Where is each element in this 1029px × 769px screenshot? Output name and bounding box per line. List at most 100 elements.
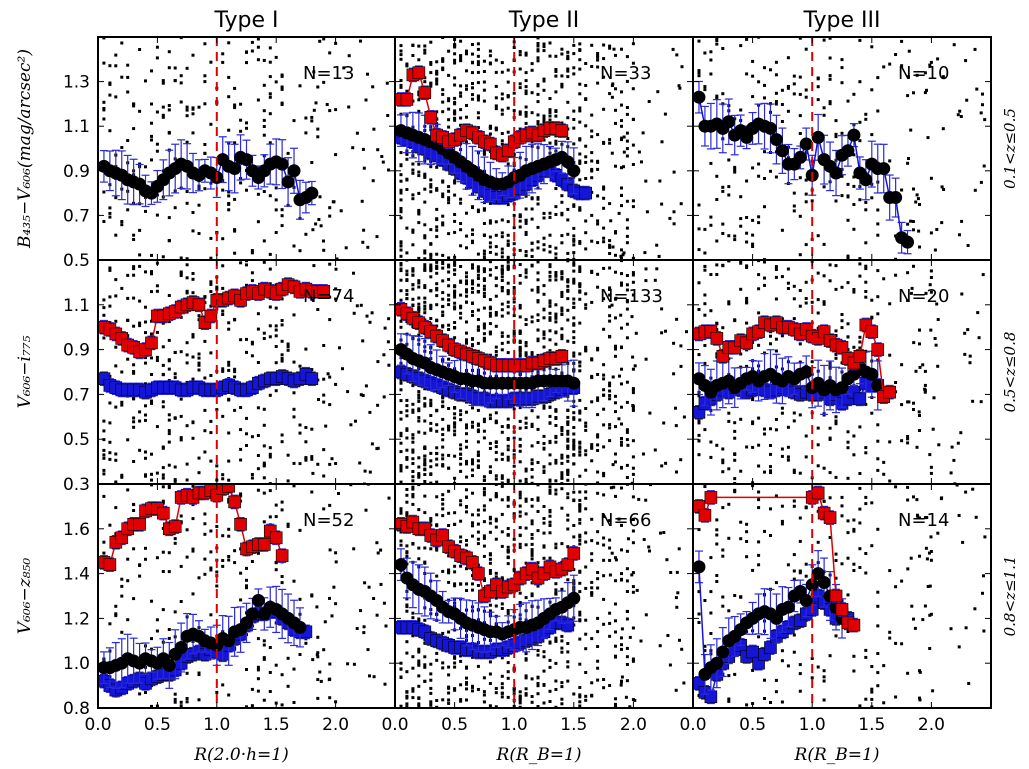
scatter-point	[292, 667, 296, 671]
scatter-point	[530, 248, 534, 252]
scatter-point	[548, 658, 552, 662]
scatter-point	[774, 349, 778, 353]
scatter-point	[596, 167, 600, 171]
scatter-point	[524, 353, 528, 357]
scatter-point	[476, 513, 480, 517]
scatter-point	[620, 466, 623, 470]
scatter-point	[500, 498, 504, 502]
scatter-point	[590, 374, 594, 378]
scatter-point	[530, 504, 534, 508]
scatter-point	[554, 488, 558, 492]
scatter-point	[727, 158, 731, 162]
scatter-point	[554, 639, 558, 643]
scatter-point	[453, 83, 457, 87]
scatter-point	[631, 293, 635, 297]
scatter-point	[566, 415, 570, 419]
scatter-point	[625, 322, 629, 326]
scatter-point	[530, 320, 534, 324]
scatter-point	[524, 230, 528, 234]
scatter-point	[763, 697, 766, 700]
scatter-point	[411, 470, 415, 473]
scatter-point	[653, 278, 657, 282]
scatter-point	[931, 427, 935, 431]
scatter-point	[959, 431, 963, 435]
scatter-point	[482, 417, 486, 421]
scatter-point	[804, 455, 808, 459]
scatter-point	[500, 481, 504, 484]
scatter-point	[840, 194, 844, 198]
scatter-point	[554, 591, 558, 595]
scatter-point	[417, 508, 421, 512]
scatter-point	[268, 112, 272, 116]
scatter-point	[822, 274, 826, 278]
scatter-point	[488, 298, 492, 302]
scatter-point	[596, 443, 600, 447]
scatter-point	[834, 419, 838, 423]
scatter-point	[108, 93, 112, 97]
scatter-point	[584, 647, 588, 651]
scatter-point	[677, 84, 681, 88]
scatter-point	[482, 544, 486, 548]
scatter-point	[906, 441, 910, 445]
scatter-point	[828, 56, 832, 60]
scatter-point	[482, 490, 486, 494]
scatter-point	[429, 547, 433, 551]
scatter-point	[542, 465, 546, 469]
scatter-point	[417, 221, 421, 225]
scatter-point	[114, 196, 118, 200]
scatter-point	[435, 523, 439, 527]
scatter-point	[612, 47, 616, 51]
scatter-point	[318, 39, 322, 43]
scatter-point	[286, 479, 290, 483]
scatter-point	[411, 479, 415, 483]
scatter-point	[482, 80, 486, 84]
scatter-point	[924, 546, 928, 550]
scatter-point	[614, 558, 618, 562]
scatter-point	[465, 320, 468, 324]
scatter-point	[114, 506, 118, 510]
scatter-point	[518, 53, 522, 57]
scatter-point	[630, 573, 634, 577]
scatter-point	[733, 672, 737, 676]
scatter-point	[810, 199, 814, 203]
scatter-point	[918, 516, 921, 520]
scatter-point	[494, 245, 498, 249]
scatter-point	[566, 650, 570, 654]
scatter-point	[633, 364, 637, 368]
scatter-point	[542, 248, 546, 252]
scatter-point	[399, 464, 403, 468]
scatter-point	[554, 303, 558, 307]
scatter-point	[399, 163, 403, 167]
scatter-point	[572, 330, 576, 334]
scatter-point	[453, 181, 457, 185]
scatter-point	[120, 286, 124, 290]
scatter-point	[471, 93, 474, 97]
scatter-point	[506, 203, 510, 207]
scatter-point	[798, 663, 802, 667]
scatter-point	[429, 451, 433, 455]
scatter-point	[530, 475, 534, 479]
scatter-point	[322, 507, 326, 511]
scatter-point	[584, 97, 588, 101]
scatter-point	[672, 372, 676, 376]
scatter-point	[512, 537, 516, 541]
scatter-point	[465, 331, 468, 335]
scatter-point	[757, 80, 761, 84]
scatter-point	[578, 58, 582, 62]
scatter-point	[429, 703, 433, 707]
scatter-point	[910, 604, 914, 608]
scatter-point	[745, 240, 749, 244]
scatter-point	[554, 546, 558, 550]
scatter-point	[488, 413, 492, 417]
scatter-point	[488, 49, 492, 53]
scatter-point	[828, 496, 832, 500]
scatter-point	[209, 122, 213, 126]
scatter-point	[548, 524, 552, 527]
scatter-point	[382, 353, 386, 357]
scatter-point	[209, 431, 213, 435]
scatter-point	[399, 278, 403, 282]
scatter-point	[132, 233, 136, 237]
scatter-point	[917, 229, 921, 233]
scatter-point	[941, 127, 945, 131]
scatter-point	[542, 316, 546, 320]
